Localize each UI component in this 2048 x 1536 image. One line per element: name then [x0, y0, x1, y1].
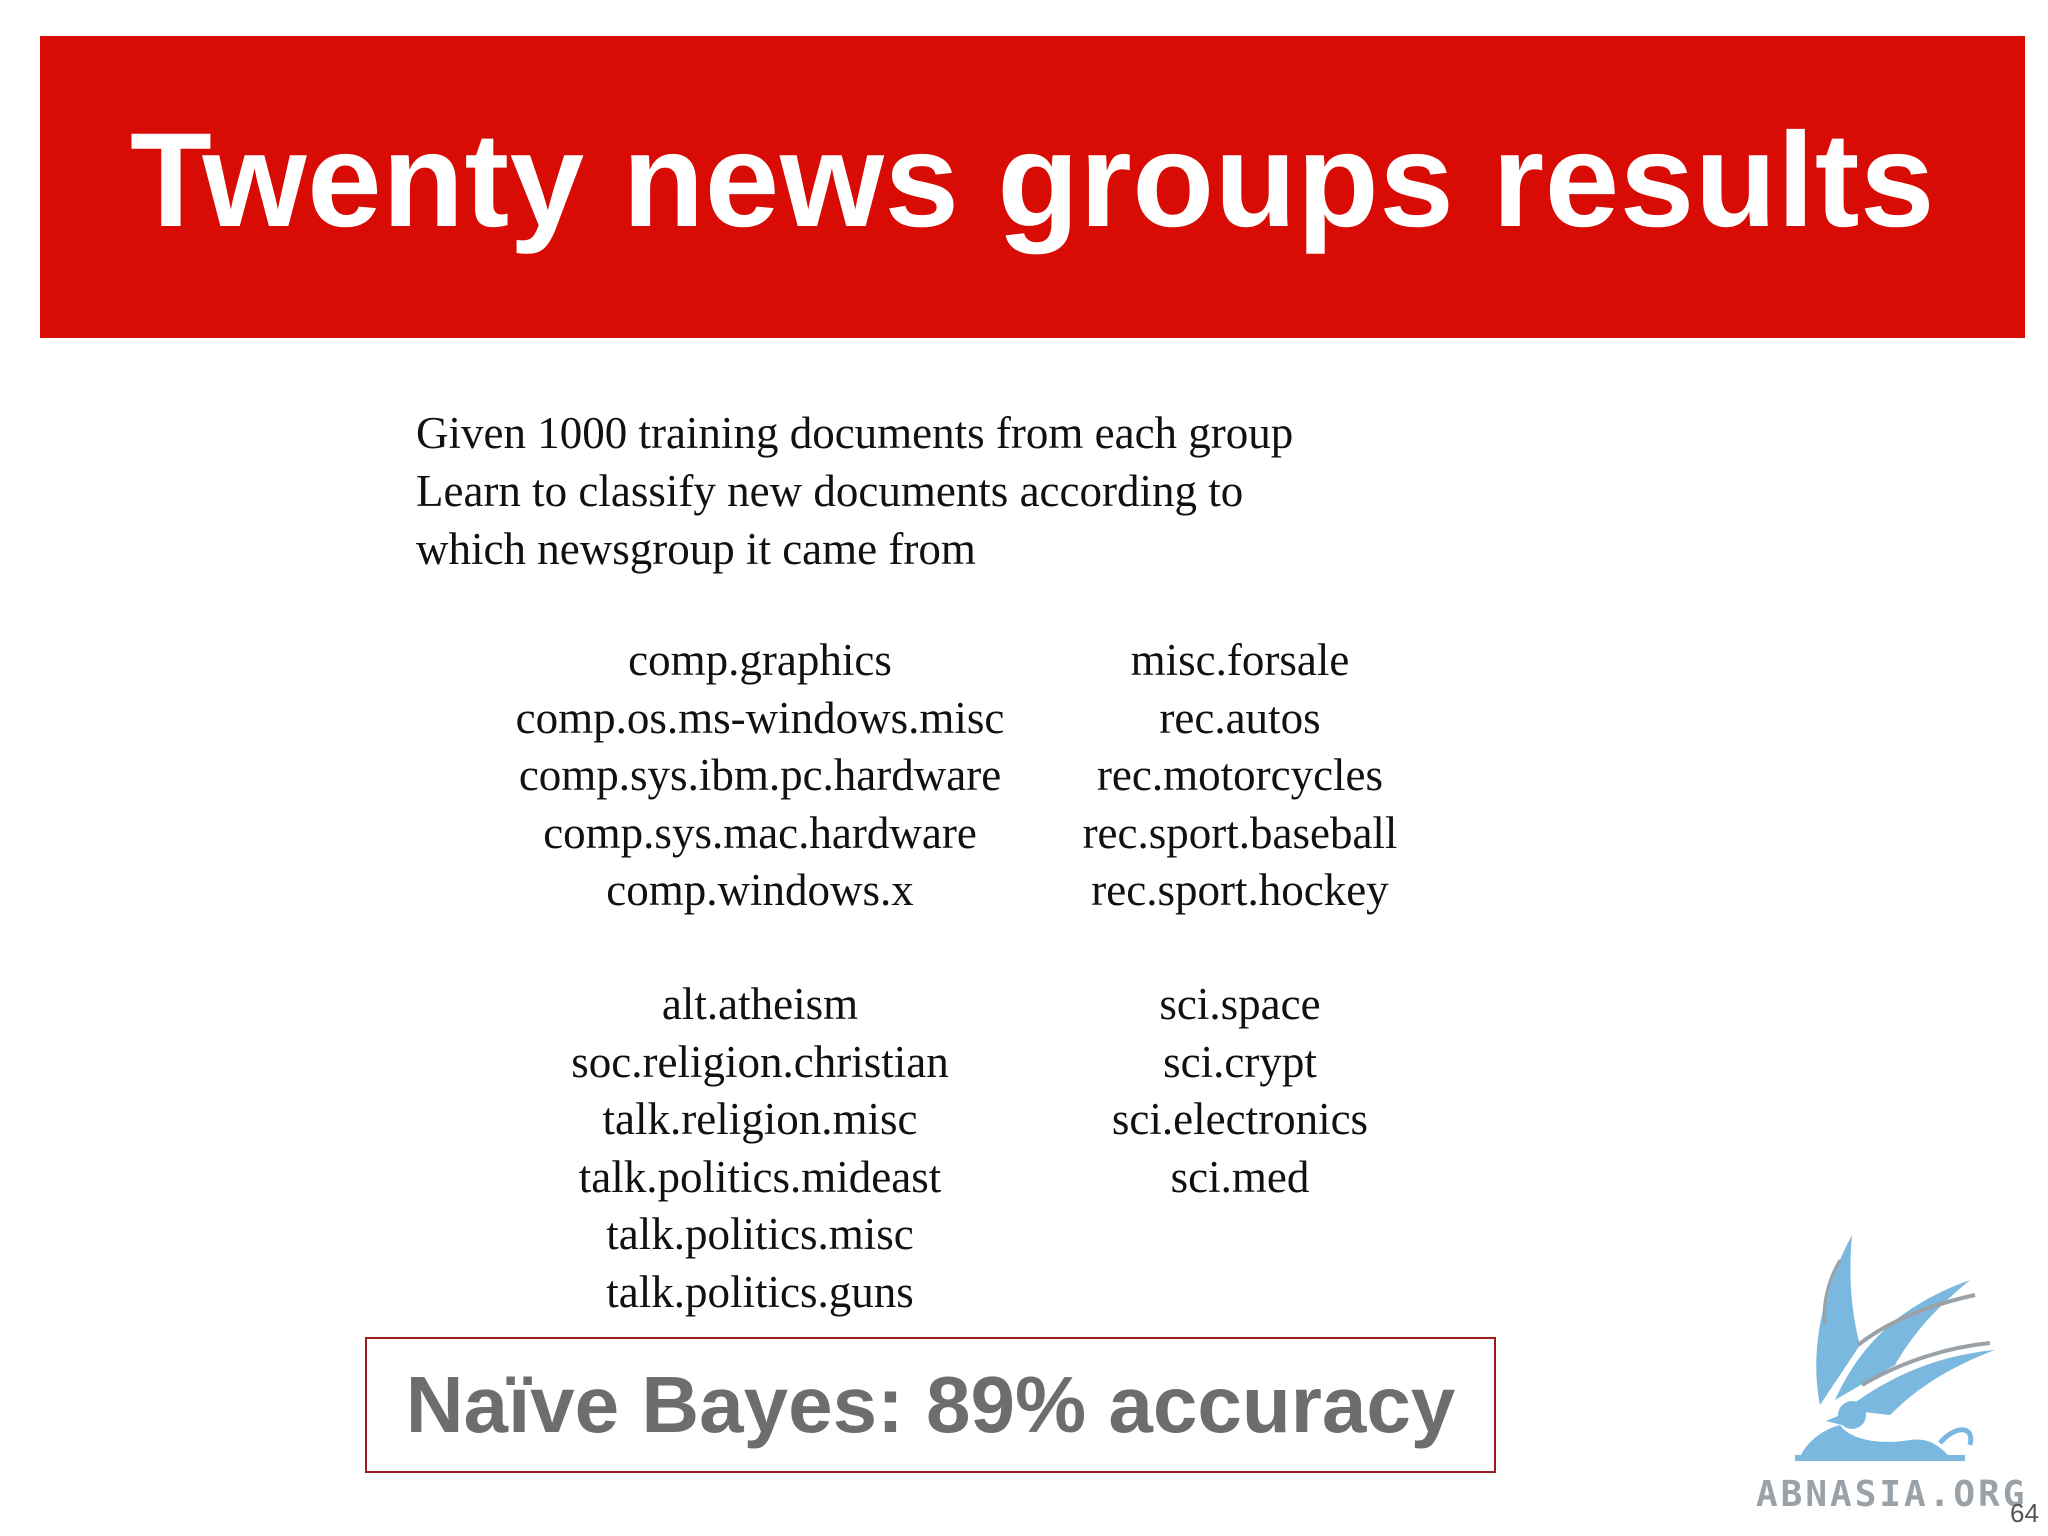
intro-text: Given 1000 training documents from each … [416, 404, 1516, 578]
group-item: sci.med [1170, 1151, 1310, 1202]
logo-text: ABNASIA.ORG [1756, 1474, 2028, 1515]
group-item: alt.atheism [661, 979, 859, 1029]
group-item: sci.crypt [1163, 1036, 1317, 1087]
group-item: rec.autos [1159, 692, 1321, 743]
group-item: talk.politics.guns [606, 1266, 914, 1317]
intro-line: which newsgroup it came from [416, 524, 976, 574]
page-number: 64 [2010, 1498, 2039, 1528]
group-item: talk.politics.misc [606, 1209, 914, 1259]
group-list-religion-politics: alt.atheism soc.religion.christian talk.… [460, 976, 1060, 1321]
intro-line: Learn to classify new documents accordin… [416, 466, 1244, 516]
group-item: sci.electronics [1111, 1094, 1369, 1144]
group-list-comp: comp.graphics comp.os.ms-windows.misc co… [460, 632, 1060, 920]
group-item: comp.graphics [628, 635, 892, 685]
group-item: talk.politics.mideast [578, 1151, 942, 1202]
group-list-sci: sci.space sci.crypt sci.electronics sci.… [1040, 976, 1440, 1206]
result-text: Naïve Bayes: 89% accuracy [405, 1360, 1456, 1449]
group-item: talk.religion.misc [602, 1094, 918, 1144]
group-item: misc.forsale [1130, 635, 1350, 685]
group-item: comp.os.ms-windows.misc [515, 692, 1005, 743]
group-item: rec.sport.hockey [1091, 865, 1389, 915]
group-item: sci.space [1159, 979, 1321, 1029]
intro-line: Given 1000 training documents from each … [416, 408, 1294, 458]
title-bar: Twenty news groups results [40, 36, 2025, 338]
slide-title: Twenty news groups results [130, 106, 1935, 255]
group-item: comp.windows.x [606, 865, 914, 915]
group-item: rec.motorcycles [1096, 750, 1384, 800]
group-item: rec.sport.baseball [1082, 807, 1398, 858]
group-item: comp.sys.mac.hardware [543, 807, 977, 858]
group-item: soc.religion.christian [571, 1036, 949, 1087]
result-box: Naïve Bayes: 89% accuracy [365, 1337, 1496, 1473]
group-list-misc-rec: misc.forsale rec.autos rec.motorcycles r… [1040, 632, 1440, 920]
group-item: comp.sys.ibm.pc.hardware [518, 750, 1002, 800]
griffin-logo-icon [1795, 1235, 1995, 1461]
